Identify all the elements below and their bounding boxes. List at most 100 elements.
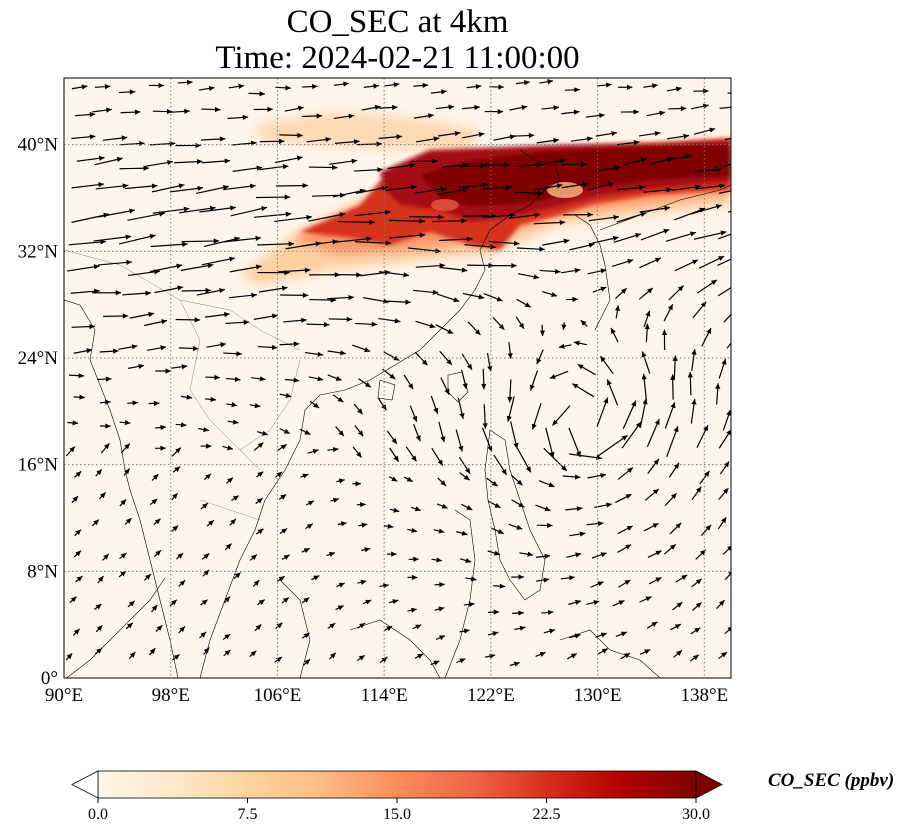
wind-arrow <box>719 461 730 475</box>
lon-tick-label: 98°E <box>152 685 190 706</box>
wind-arrow <box>379 271 410 278</box>
wind-arrow <box>568 599 582 605</box>
wind-arrow <box>171 447 182 457</box>
wind-arrow <box>97 376 112 382</box>
wind-arrow <box>692 601 702 611</box>
wind-arrow <box>590 581 604 588</box>
wind-arrow <box>223 649 231 657</box>
wind-arrow <box>489 84 504 90</box>
wind-arrow <box>512 132 535 139</box>
wind-arrow <box>389 447 400 462</box>
wind-arrow <box>413 424 421 442</box>
wind-arrow <box>529 370 539 391</box>
wind-arrow <box>701 327 712 347</box>
wind-arrow <box>151 604 158 613</box>
wind-arrow <box>697 279 718 294</box>
wind-arrow <box>248 91 266 97</box>
wind-arrow <box>222 183 256 191</box>
wind-arrow <box>155 424 166 431</box>
wind-arrow <box>723 313 731 323</box>
wind-arrow <box>95 624 103 633</box>
wind-arrow <box>435 104 455 110</box>
wind-arrow <box>301 596 310 604</box>
wind-arrow <box>200 502 209 510</box>
wind-arrow <box>666 153 692 162</box>
wind-arrow <box>614 305 621 319</box>
wind-arrow <box>120 109 141 115</box>
wind-arrow <box>646 621 658 629</box>
wind-arrow <box>699 470 710 485</box>
wind-arrow <box>719 106 731 109</box>
wind-arrow <box>100 442 110 454</box>
wind-arrow <box>638 287 654 300</box>
wind-arrow <box>566 552 582 558</box>
wind-arrow <box>461 353 473 371</box>
wind-arrow <box>253 313 278 320</box>
wind-arrow <box>573 340 587 346</box>
wind-arrow <box>718 358 727 379</box>
wind-arrow <box>410 506 421 512</box>
colorbar-tick-label: 15.0 <box>383 806 411 823</box>
wind-arrow <box>224 543 232 551</box>
wind-arrow <box>389 507 400 513</box>
wind-arrow <box>353 403 364 415</box>
wind-arrow <box>355 321 378 327</box>
wind-arrow <box>330 497 340 503</box>
wind-arrow <box>171 492 179 501</box>
wind-arrow <box>539 324 546 337</box>
wind-arrow <box>493 583 506 589</box>
wind-arrow <box>357 622 366 629</box>
wind-arrow <box>672 601 683 611</box>
wind-arrow <box>514 625 526 631</box>
wind-arrow <box>597 82 612 88</box>
wind-arrow <box>415 186 447 194</box>
wind-arrow <box>327 446 339 453</box>
wind-arrow <box>199 205 236 213</box>
wind-arrow <box>175 317 201 323</box>
wind-arrow <box>516 298 531 308</box>
wind-arrow <box>335 426 345 437</box>
wind-arrow <box>200 599 209 606</box>
wind-arrow <box>617 525 633 535</box>
wind-arrow <box>306 322 330 328</box>
wind-arrow <box>128 363 145 369</box>
wind-arrow <box>700 524 712 537</box>
wind-arrow <box>154 445 166 451</box>
wind-arrow <box>663 304 674 322</box>
wind-arrow <box>74 529 82 537</box>
wind-arrow <box>644 323 650 343</box>
wind-arrow <box>666 86 682 92</box>
wind-arrow <box>413 113 434 119</box>
wind-arrow <box>691 349 697 371</box>
lat-tick-label: 0° <box>41 668 58 689</box>
wind-arrow <box>281 596 290 604</box>
wind-arrow <box>357 579 367 585</box>
wind-arrow <box>99 399 111 405</box>
wind-arrow <box>461 369 468 390</box>
wind-arrow <box>253 106 273 112</box>
wind-arrow <box>179 205 216 214</box>
lon-tick-label: 122°E <box>467 685 515 706</box>
wind-arrow <box>361 547 371 553</box>
wind-arrow <box>73 348 93 354</box>
wind-arrow <box>204 312 230 318</box>
wind-arrow <box>439 236 473 242</box>
wind-arrow <box>412 289 439 295</box>
lon-tick-label: 130°E <box>574 685 622 706</box>
wind-arrow <box>587 472 607 479</box>
plot-title: CO_SEC at 4km <box>286 4 509 40</box>
wind-arrow <box>378 104 398 111</box>
wind-arrow <box>439 266 468 273</box>
colorbar-tick-label: 30.0 <box>682 806 710 823</box>
wind-arrow <box>467 321 481 336</box>
wind-arrow <box>435 324 454 335</box>
wind-arrow <box>488 500 501 509</box>
wind-arrow <box>693 127 716 135</box>
wind-arrow <box>668 462 680 478</box>
wind-arrow <box>71 84 88 90</box>
wind-arrow <box>691 578 703 588</box>
wind-arrow <box>301 547 311 554</box>
wind-arrow <box>675 574 688 583</box>
wind-arrow <box>435 635 446 641</box>
wind-arrow <box>143 573 152 581</box>
